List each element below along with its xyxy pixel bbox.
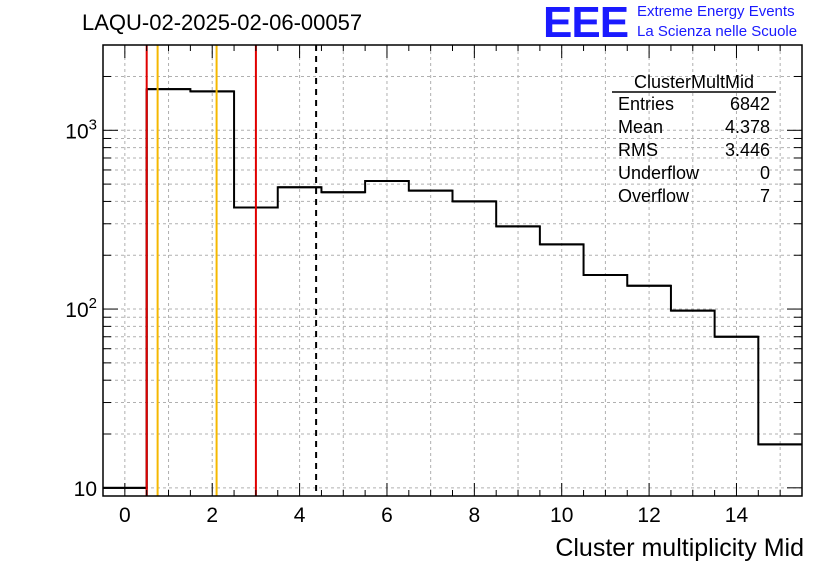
eee-logo: EEE	[543, 0, 629, 47]
x-tick-label: 12	[637, 504, 660, 527]
grid	[103, 44, 802, 496]
y-tick-label: 10	[74, 478, 97, 501]
stats-row-label: Overflow	[618, 186, 690, 206]
stats-row-label: RMS	[618, 140, 658, 160]
stats-row-value: 3.446	[725, 140, 770, 160]
stats-row-label: Entries	[618, 94, 674, 114]
stats-row-value: 4.378	[725, 117, 770, 137]
plot-frame	[102, 44, 803, 497]
x-tick-label: 0	[119, 504, 131, 527]
logo-text-line1: Extreme Energy Events	[637, 3, 795, 20]
histogram-outline	[103, 88, 802, 489]
stats-row-value: 6842	[730, 94, 770, 114]
y-tick-label: 103	[65, 116, 97, 143]
logo-text-line2: La Scienza nelle Scuole	[637, 23, 798, 40]
x-axis-label: Cluster multiplicity Mid	[555, 534, 804, 562]
threshold-lines	[145, 45, 318, 496]
x-tick-label: 6	[381, 504, 393, 527]
stats-row-label: Underflow	[618, 163, 700, 183]
histogram-bins	[103, 88, 802, 496]
x-tick-label: 10	[550, 504, 573, 527]
stats-row-value: 0	[760, 163, 770, 183]
stats-title: ClusterMultMid	[634, 72, 754, 92]
x-tick-label: 8	[469, 504, 481, 527]
x-tick-label: 14	[725, 504, 749, 527]
axes: 0 2 4 6 8 10 12 14 10 102 103	[65, 44, 803, 527]
y-tick-label: 102	[65, 295, 97, 322]
stats-row-label: Mean	[618, 117, 663, 137]
x-tick-label: 2	[206, 504, 218, 527]
stats-row-value: 7	[760, 186, 770, 206]
chart-title: LAQU-02-2025-02-06-00057	[82, 10, 363, 35]
x-tick-label: 4	[294, 504, 306, 527]
